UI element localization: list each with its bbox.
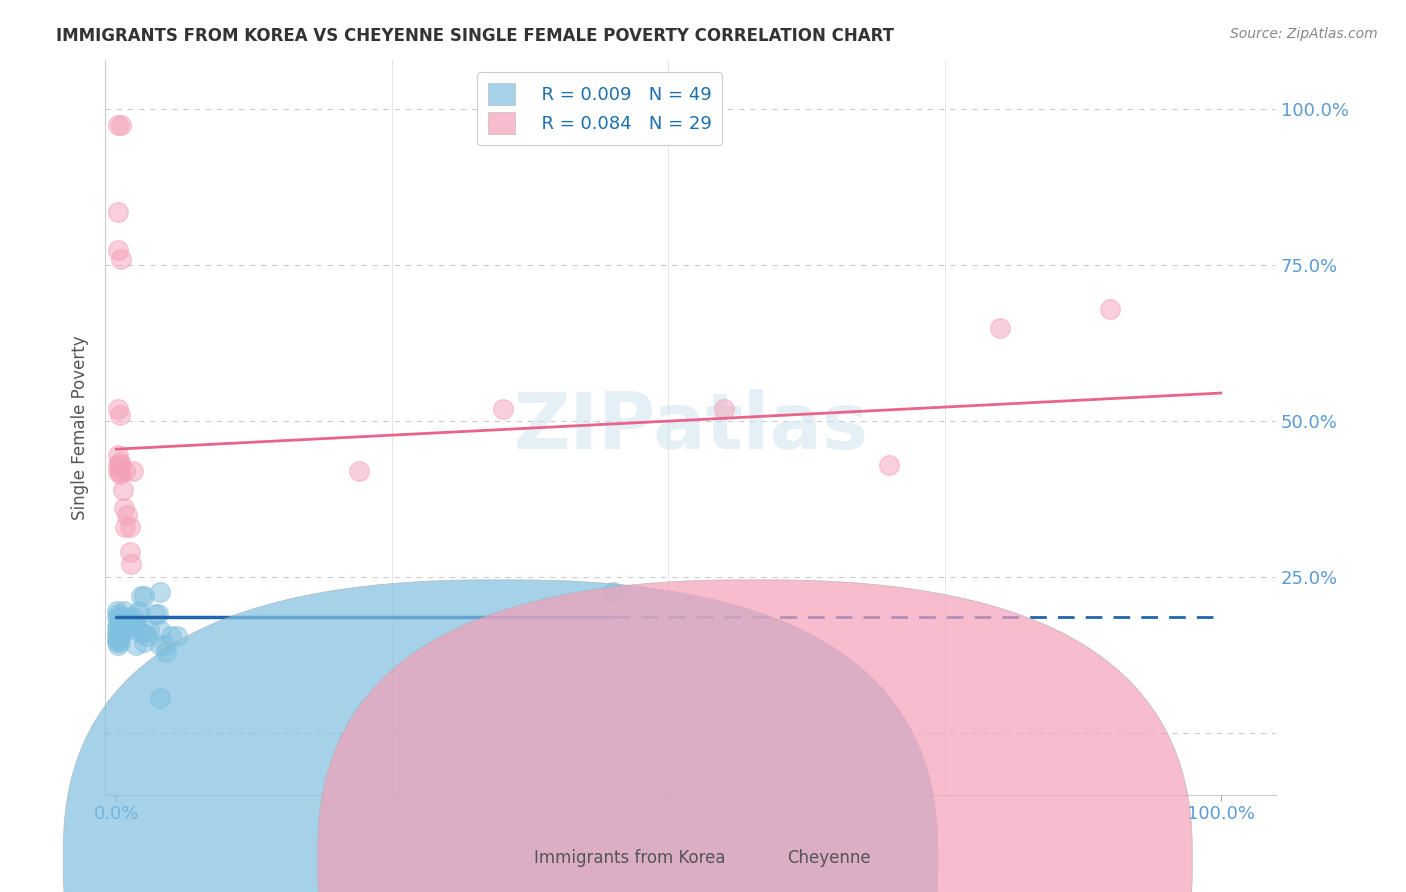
- Point: [110, 118, 132, 132]
- Text: IMMIGRANTS FROM KOREA VS CHEYENNE SINGLE FEMALE POVERTY CORRELATION CHART: IMMIGRANTS FROM KOREA VS CHEYENNE SINGLE…: [56, 27, 894, 45]
- Point: [105, 604, 128, 618]
- Point: [132, 626, 155, 640]
- Point: [107, 243, 129, 257]
- Point: [129, 626, 152, 640]
- Point: [111, 616, 134, 631]
- Point: [148, 607, 170, 622]
- Point: [108, 408, 131, 422]
- Point: [149, 691, 172, 706]
- Point: [149, 623, 172, 637]
- Point: [108, 464, 131, 478]
- Point: [120, 616, 142, 631]
- Point: [115, 623, 138, 637]
- Legend:   R = 0.009   N = 49,   R = 0.084   N = 29: R = 0.009 N = 49, R = 0.084 N = 29: [477, 72, 723, 145]
- Point: [105, 635, 128, 649]
- Point: [149, 585, 172, 599]
- Point: [110, 252, 132, 266]
- Point: [120, 558, 142, 572]
- Point: [136, 629, 159, 643]
- Point: [108, 455, 131, 469]
- Point: [107, 449, 129, 463]
- Point: [114, 464, 136, 478]
- Point: [112, 501, 135, 516]
- Point: [117, 508, 139, 522]
- Point: [105, 610, 128, 624]
- Point: [988, 320, 1011, 334]
- Point: [713, 401, 735, 416]
- Point: [153, 639, 176, 653]
- Point: [107, 205, 129, 219]
- Point: [108, 458, 131, 472]
- Point: [107, 458, 129, 472]
- Point: [132, 589, 155, 603]
- Point: [111, 620, 134, 634]
- Text: Source: ZipAtlas.com: Source: ZipAtlas.com: [1230, 27, 1378, 41]
- Point: [121, 464, 143, 478]
- Point: [108, 620, 131, 634]
- Point: [118, 620, 141, 634]
- Point: [105, 632, 128, 647]
- Point: [125, 616, 148, 631]
- Text: Cheyenne: Cheyenne: [787, 849, 870, 867]
- Point: [349, 464, 371, 478]
- Point: [127, 607, 149, 622]
- Point: [110, 623, 132, 637]
- Point: [107, 607, 129, 622]
- Point: [107, 639, 129, 653]
- Point: [105, 626, 128, 640]
- Point: [107, 629, 129, 643]
- Point: [108, 467, 131, 481]
- Point: [132, 635, 155, 649]
- Point: [492, 401, 515, 416]
- Point: [128, 604, 150, 618]
- Point: [118, 545, 141, 559]
- Y-axis label: Single Female Poverty: Single Female Poverty: [72, 335, 89, 520]
- Point: [107, 118, 129, 132]
- Point: [107, 632, 129, 647]
- Point: [114, 610, 136, 624]
- Point: [107, 464, 129, 478]
- Point: [121, 610, 143, 624]
- Point: [118, 520, 141, 534]
- Point: [138, 623, 160, 637]
- Point: [117, 616, 139, 631]
- Text: Immigrants from Korea: Immigrants from Korea: [534, 849, 725, 867]
- Point: [118, 610, 141, 624]
- Point: [160, 629, 183, 643]
- Point: [107, 623, 129, 637]
- Point: [125, 639, 148, 653]
- Point: [1099, 301, 1122, 316]
- Point: [879, 458, 901, 472]
- Point: [105, 620, 128, 634]
- Point: [108, 635, 131, 649]
- Point: [112, 604, 135, 618]
- Point: [111, 483, 134, 497]
- Point: [107, 616, 129, 631]
- Point: [143, 607, 166, 622]
- Point: [108, 610, 131, 624]
- Point: [602, 585, 624, 599]
- Point: [114, 520, 136, 534]
- Point: [107, 401, 129, 416]
- Text: ZIPatlas: ZIPatlas: [513, 389, 868, 466]
- Point: [108, 629, 131, 643]
- Point: [155, 645, 177, 659]
- Point: [166, 629, 188, 643]
- Point: [129, 589, 152, 603]
- Point: [149, 639, 172, 653]
